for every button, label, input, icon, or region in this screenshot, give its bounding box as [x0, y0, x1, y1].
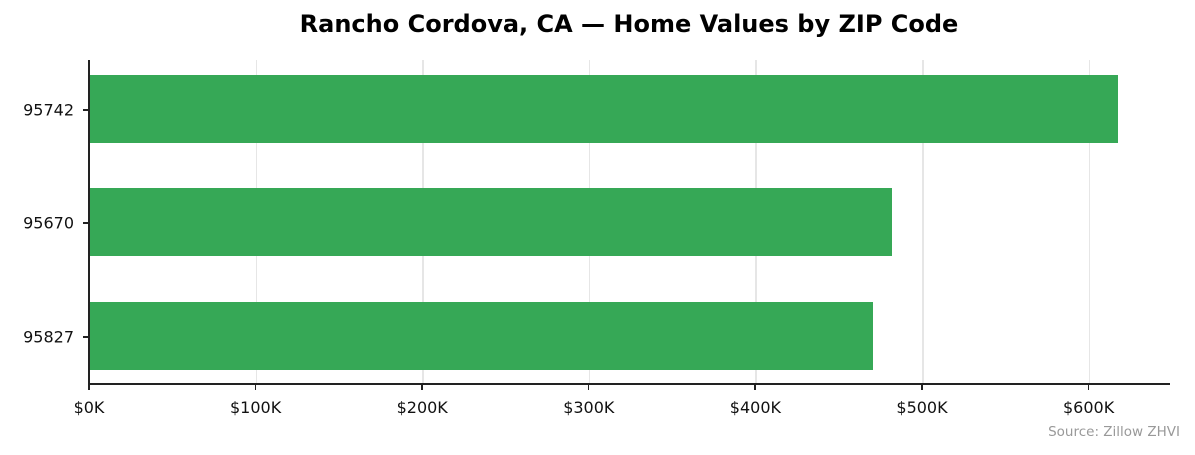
- x-tick: [921, 384, 923, 390]
- x-tick-label: $0K: [73, 398, 105, 417]
- chart-title: Rancho Cordova, CA — Home Values by ZIP …: [299, 10, 959, 38]
- x-tick-label: $100K: [229, 398, 282, 417]
- x-tick: [1087, 384, 1090, 390]
- gridline: [1088, 60, 1091, 384]
- x-tick-label: $400K: [729, 398, 781, 417]
- x-tick-label: $300K: [563, 398, 615, 417]
- x-tick-label: $200K: [396, 398, 448, 417]
- y-axis-line: [88, 60, 90, 385]
- bar-95742: [89, 75, 1119, 143]
- source-note: Source: Zillow ZHVI: [1048, 424, 1180, 440]
- y-tick-label: 95742: [23, 100, 74, 120]
- x-tick-label: $500K: [896, 398, 948, 417]
- x-tick: [754, 384, 756, 390]
- y-tick-label: 95827: [23, 327, 74, 347]
- y-tick: [83, 109, 88, 111]
- y-tick: [83, 336, 88, 338]
- x-tick-label: $600K: [1062, 398, 1115, 417]
- y-tick: [83, 222, 88, 224]
- x-tick: [421, 384, 423, 390]
- y-tick-label: 95670: [23, 213, 74, 233]
- x-tick: [587, 384, 590, 390]
- plot-area: [89, 60, 1170, 384]
- x-tick: [254, 384, 257, 390]
- x-tick: [88, 384, 90, 390]
- bar-95670: [89, 188, 892, 256]
- bar-95827: [89, 302, 874, 370]
- gridline: [922, 60, 924, 384]
- x-axis-line: [88, 383, 1170, 385]
